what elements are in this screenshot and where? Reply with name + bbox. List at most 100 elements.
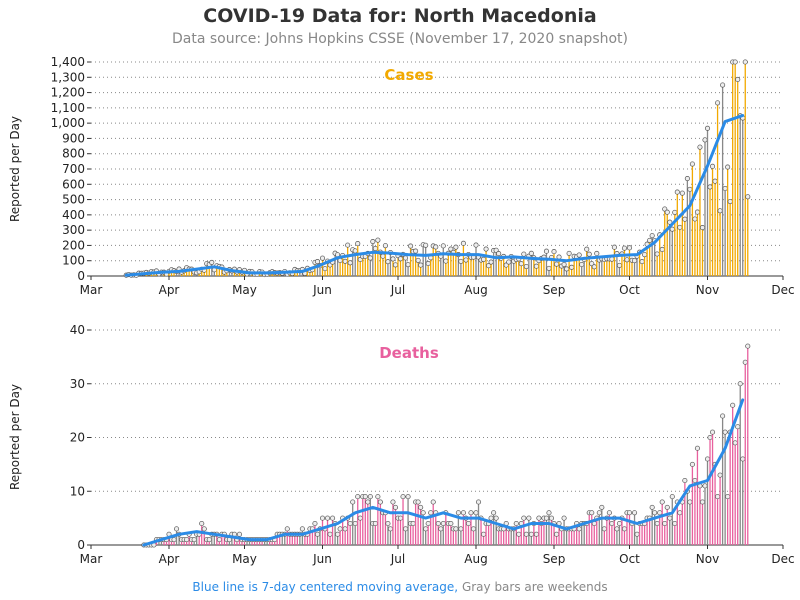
cases-point: [699, 225, 706, 231]
cases-point: [566, 250, 572, 256]
cases-point: [717, 208, 723, 214]
deaths-point: [546, 510, 552, 516]
cases-point: [496, 251, 502, 257]
deaths-point: [526, 515, 532, 521]
cases-point: [408, 243, 414, 249]
deaths-point: [299, 526, 305, 532]
deaths-point: [634, 531, 640, 537]
deaths-x-tick-label: Apr: [159, 552, 180, 566]
deaths-point: [707, 434, 713, 441]
moving-average-note: Blue line is 7-day centered moving avera…: [192, 580, 459, 594]
deaths-point: [216, 537, 222, 543]
deaths-moving-average-line: [142, 398, 745, 547]
deaths-point: [335, 531, 341, 537]
deaths-point: [174, 526, 180, 532]
deaths-point: [357, 515, 363, 521]
deaths-point: [737, 381, 743, 387]
deaths-point: [715, 494, 721, 500]
cases-point: [687, 186, 693, 192]
deaths-point: [440, 520, 446, 527]
deaths-point: [448, 520, 454, 527]
deaths-point: [367, 494, 373, 500]
cases-point: [405, 262, 411, 268]
deaths-point: [677, 510, 683, 516]
deaths-point: [390, 499, 396, 505]
deaths-x-tick-label: May: [232, 552, 257, 566]
cases-point: [677, 224, 683, 230]
deaths-point: [533, 531, 539, 537]
cases-point: [707, 184, 713, 190]
deaths-point: [745, 343, 751, 349]
cases-point: [631, 258, 638, 264]
cases-x-tick-label: Aug: [464, 283, 487, 297]
deaths-point: [725, 494, 731, 500]
deaths-point: [460, 510, 466, 516]
cases-point: [689, 161, 695, 167]
cases-point: [322, 266, 328, 272]
deaths-point: [473, 510, 479, 516]
deaths-point: [377, 499, 383, 505]
deaths-point: [740, 456, 746, 462]
deaths-point: [171, 537, 177, 543]
deaths-point: [626, 510, 633, 516]
cases-x-tick-label: May: [232, 283, 257, 297]
cases-point: [319, 255, 326, 261]
deaths-point: [405, 494, 411, 500]
deaths-point: [402, 526, 409, 532]
deaths-point: [735, 424, 741, 430]
deaths-point: [337, 526, 343, 532]
deaths-point: [375, 494, 381, 500]
deaths-point: [423, 526, 429, 532]
cases-y-tick-label: 1,000: [51, 116, 85, 130]
cases-x-tick-label: Nov: [696, 283, 719, 297]
cases-point: [342, 258, 348, 264]
deaths-point: [543, 515, 550, 521]
deaths-point: [330, 515, 336, 521]
cases-point: [702, 137, 708, 143]
cases-point: [397, 256, 404, 262]
cases-point: [649, 233, 655, 239]
deaths-point: [362, 494, 368, 500]
cases-y-tick-label: 1,400: [51, 55, 85, 69]
cases-point: [709, 163, 716, 169]
deaths-y-axis-label: Reported per Day: [8, 384, 22, 490]
deaths-x-tick-label: Oct: [619, 552, 640, 566]
deaths-point: [420, 510, 426, 516]
cases-point: [423, 242, 429, 248]
deaths-point: [284, 526, 290, 532]
deaths-x-tick-label: Sep: [543, 552, 566, 566]
cases-point: [569, 264, 575, 270]
cases-point: [727, 198, 733, 205]
cases-point: [415, 257, 421, 263]
cases-point: [521, 251, 527, 257]
chart-footer: Blue line is 7-day centered moving avera…: [0, 580, 800, 594]
deaths-point: [692, 477, 698, 484]
deaths-point: [355, 494, 361, 500]
deaths-y-tick-label: 10: [70, 484, 85, 498]
cases-point: [209, 259, 215, 265]
cases-y-tick-label: 0: [77, 269, 85, 283]
deaths-point: [458, 526, 464, 532]
deaths-y-tick-label: 40: [70, 323, 85, 337]
deaths-point: [385, 520, 391, 527]
cases-point: [720, 82, 726, 88]
cases-point: [425, 260, 431, 267]
deaths-point: [654, 520, 660, 527]
cases-point: [715, 100, 721, 106]
cases-point: [674, 189, 680, 195]
cases-point: [355, 241, 361, 247]
deaths-point: [312, 520, 318, 527]
cases-point: [392, 262, 399, 268]
cases-point: [551, 249, 557, 255]
cases-point: [473, 242, 479, 248]
deaths-point: [475, 499, 482, 505]
cases-x-tick-label: Oct: [619, 283, 640, 297]
deaths-point: [657, 510, 663, 516]
deaths-point: [599, 504, 605, 510]
deaths-point: [387, 526, 393, 532]
cases-point: [493, 247, 499, 253]
deaths-point: [418, 504, 424, 510]
deaths-x-tick-label: Mar: [80, 552, 103, 566]
deaths-y-tick-label: 0: [77, 538, 85, 552]
